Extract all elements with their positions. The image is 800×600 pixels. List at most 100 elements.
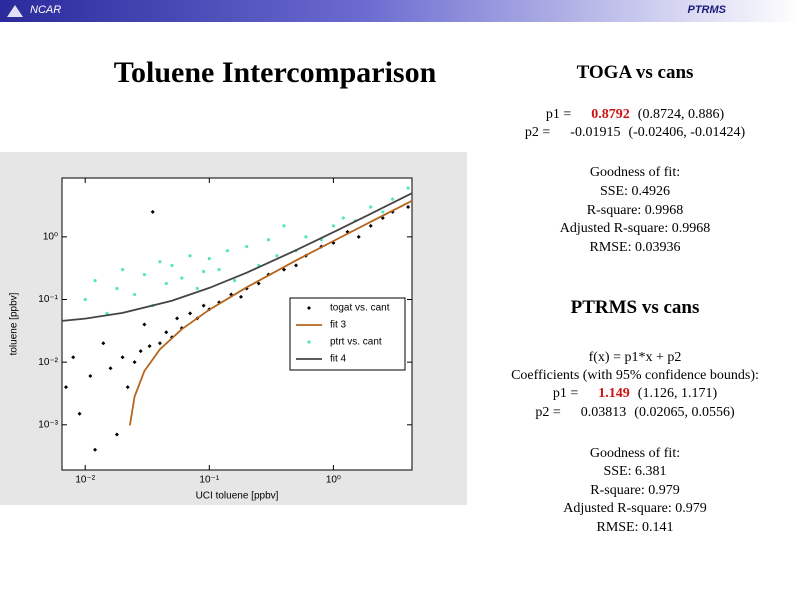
goodness-heading: Goodness of fit: <box>470 165 800 181</box>
parameter-line-part: (0.8724, 0.886) <box>637 107 725 122</box>
point <box>138 349 143 354</box>
point <box>217 268 221 272</box>
point <box>331 224 335 228</box>
coefficients-heading-part: Coefficients (with 95% confidence bounds… <box>511 368 759 383</box>
stat-line-part: SSE: 6.381 <box>603 464 667 479</box>
point <box>157 341 162 346</box>
point <box>77 411 82 416</box>
point <box>294 263 299 268</box>
point <box>158 260 162 264</box>
stat-line: Adjusted R-square: 0.9968 <box>470 221 800 237</box>
point <box>225 249 230 253</box>
point <box>115 286 119 291</box>
point <box>238 294 243 299</box>
legend-swatch <box>307 340 311 344</box>
point <box>275 254 279 258</box>
point <box>142 322 147 327</box>
parameter-line-part: (0.02065, 0.0556) <box>634 405 735 420</box>
point <box>356 234 361 239</box>
point <box>175 316 180 321</box>
fit-title-part: PTRMS vs cans <box>570 297 700 318</box>
stat-line: SSE: 6.381 <box>470 464 800 480</box>
fit-title-part: TOGA vs cans <box>576 62 694 83</box>
point <box>88 374 93 379</box>
parameter-line-part: 0.8792 <box>591 107 630 122</box>
point <box>368 223 373 228</box>
parameter-line-part: p2 = <box>535 405 561 420</box>
point <box>93 447 98 452</box>
point <box>108 366 113 371</box>
legend-box <box>289 297 406 371</box>
point <box>164 330 169 335</box>
point <box>93 279 97 283</box>
parameter-line-part: (-0.02406, -0.01424) <box>628 125 746 140</box>
point <box>188 311 193 316</box>
parameter-line-part: (1.126, 1.171) <box>637 386 718 401</box>
stat-line-part: Adjusted R-square: 0.9968 <box>559 221 711 236</box>
stat-line-part: R-square: 0.979 <box>590 482 680 498</box>
y-tick-label: 10⁻¹ <box>38 294 58 305</box>
legend-label: ptrt vs. cant <box>330 337 382 348</box>
coefficients-heading: Coefficients (with 95% confidence bounds… <box>470 368 800 384</box>
x-tick-label: 10⁰ <box>326 475 341 486</box>
point <box>256 281 261 286</box>
point <box>105 311 109 316</box>
point <box>195 286 199 291</box>
point <box>282 267 287 272</box>
point <box>132 360 137 365</box>
point <box>147 344 152 349</box>
equation-part: f(x) = p1*x + p2 <box>588 350 682 365</box>
parameter-line: p2 = -0.01915 (-0.02406, -0.01424) <box>470 125 800 141</box>
parameter-line: p1 = 0.8792 (0.8724, 0.886) <box>470 107 800 123</box>
point <box>233 279 237 283</box>
stat-line: RMSE: 0.03936 <box>470 240 800 256</box>
equation: f(x) = p1*x + p2 <box>470 350 800 366</box>
point <box>63 385 68 390</box>
stat-line-part: R-square: 0.9968 <box>586 202 684 218</box>
fit-title: TOGA vs cans <box>470 62 800 84</box>
stat-line-part: RMSE: 0.141 <box>596 519 674 535</box>
point <box>170 263 174 268</box>
fit-line <box>61 192 413 322</box>
point <box>101 341 106 346</box>
stat-line: RMSE: 0.141 <box>470 520 800 536</box>
point <box>266 238 271 242</box>
point <box>304 235 308 239</box>
parameter-line: p2 = 0.03813 (0.02065, 0.0556) <box>470 405 800 421</box>
point <box>282 224 286 228</box>
point <box>207 256 211 261</box>
legend-label: togat vs. cant <box>330 303 390 314</box>
point <box>406 186 410 190</box>
point <box>179 326 184 331</box>
point <box>120 355 125 360</box>
goodness-heading-part: Goodness of fit: <box>589 446 681 461</box>
x-tick-label: 10⁻¹ <box>199 475 219 486</box>
stat-line-part: RMSE: 0.03936 <box>589 239 681 255</box>
parameter-line-part: 0.03813 <box>580 405 627 420</box>
point <box>142 272 147 277</box>
x-axis-label: UCI toluene [ppbv] <box>196 491 279 502</box>
parameter-line-part: -0.01915 <box>570 125 621 140</box>
point <box>125 385 130 390</box>
parameter-line-part: 1.149 <box>598 386 630 401</box>
y-tick-label: 10⁰ <box>43 232 58 243</box>
legend-swatch <box>307 306 311 310</box>
chart: 10⁻² 10⁻¹ 10⁰ 10⁻³ 10⁻² 10⁻¹ 10⁰ UCI toluene [p… <box>0 152 467 505</box>
parameter-line-part: p1 = <box>552 386 579 401</box>
point <box>341 216 345 220</box>
point <box>201 303 206 308</box>
point <box>202 269 206 274</box>
legend-label: fit 4 <box>330 354 347 365</box>
slide-title: Toluene Intercomparison <box>113 56 437 89</box>
y-axis-label: toluene [ppbv] <box>9 292 20 355</box>
header-bar: NCAR PTRMS <box>0 0 800 22</box>
point <box>132 292 137 297</box>
fit-title: PTRMS vs cans <box>470 297 800 319</box>
stat-line-part: Adjusted R-square: 0.979 <box>563 501 707 516</box>
stat-line: Adjusted R-square: 0.979 <box>470 501 800 517</box>
stat-line: SSE: 0.4926 <box>470 184 800 200</box>
y-tick-label: 10⁻² <box>38 357 58 368</box>
point <box>120 268 125 272</box>
goodness-heading-part: Goodness of fit: <box>589 165 681 180</box>
